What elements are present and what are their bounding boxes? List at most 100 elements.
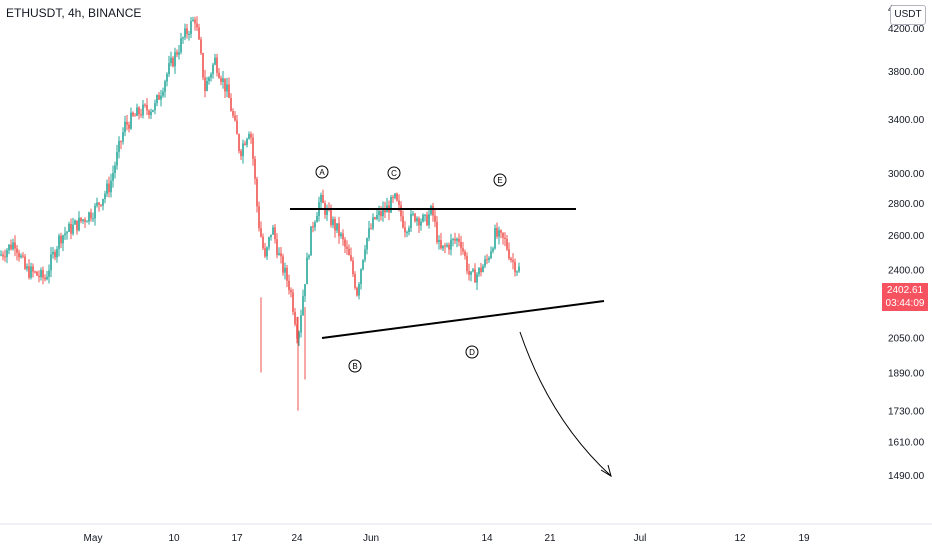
candle [78,211,80,232]
time-tick-label: May [84,533,103,544]
candle [446,242,448,248]
currency-button[interactable]: USDT [890,5,926,25]
candle [304,284,306,302]
projection-curve[interactable] [519,331,612,477]
candle [186,24,188,39]
candle [50,247,52,278]
candle [202,52,204,81]
candle [62,234,64,252]
candle [258,201,260,232]
candle [220,75,222,86]
time-tick-label: 12 [734,533,746,544]
candle [494,224,496,250]
candle [184,23,186,41]
candle [136,103,138,117]
candle [4,249,6,262]
candle [282,253,284,276]
wave-label-b[interactable]: B [348,359,362,373]
last-price-value: 2402.61 [886,285,924,296]
candle [490,246,492,260]
candle [80,217,82,224]
candle [66,230,68,240]
support-line[interactable] [321,300,605,339]
candle [210,72,212,82]
candle [480,263,482,277]
candle [438,235,440,250]
candle [154,99,156,115]
candle [412,211,414,217]
candle [212,62,214,79]
candle [170,51,172,67]
candle [208,76,210,85]
candle [92,212,94,223]
time-tick-label: 17 [231,533,243,544]
symbol-title[interactable]: ETHUSDT, 4h, BINANCE [6,6,142,20]
candle [410,209,412,232]
candle [188,30,190,41]
candle [400,201,402,222]
candle [476,271,478,290]
candle [510,256,512,263]
candle [214,53,216,66]
wave-label-e[interactable]: E [493,173,507,187]
time-axis[interactable]: May 10 17 24 Jun 14 21 Jul 12 19 [0,523,932,544]
candle [388,200,390,221]
candle [448,242,450,255]
candle [454,232,456,244]
price-tick-label: 3800.00 [888,67,925,78]
candle [516,270,518,276]
candle [286,264,288,287]
candle [134,113,136,117]
candle [340,231,342,239]
candle [30,262,32,280]
candle [502,232,504,245]
candle [146,98,148,116]
candle [232,108,234,119]
candle [352,257,354,278]
candle [360,268,362,290]
arrow-head-icon [600,464,612,478]
candle [290,287,292,298]
candle [194,16,196,31]
candle [222,70,224,89]
candle [466,252,468,275]
candle [98,202,100,212]
candle [312,221,314,233]
candle [402,210,404,229]
svg-text:C: C [391,169,397,178]
candle [368,220,370,242]
candle [8,244,10,255]
candle [126,115,128,131]
wave-label-d[interactable]: D [465,345,479,359]
candle [234,111,236,122]
wave-label-c[interactable]: C [387,166,401,180]
candle [38,270,40,283]
candle [310,226,312,256]
candle [82,218,84,224]
candle [28,259,30,280]
candle [442,245,444,252]
candle [26,263,28,272]
candle [178,45,180,60]
candle [176,49,178,58]
candle [270,234,272,241]
candle [86,220,88,223]
candle [230,93,232,112]
candle [246,137,248,148]
candle [156,94,158,107]
wave-label-a[interactable]: A [315,165,329,179]
candle [106,179,108,198]
candle [34,270,36,274]
time-tick-label: 10 [168,533,180,544]
candle [512,253,514,270]
candle [238,133,240,154]
candle [444,242,446,254]
candle [116,144,118,170]
price-axis[interactable]: 4400.004200.003800.003400.003000.002800.… [888,4,925,482]
candle [272,224,274,235]
candle [192,16,194,22]
candle [24,253,26,270]
candle [276,233,278,259]
wave-labels: A B C D E [315,165,507,373]
